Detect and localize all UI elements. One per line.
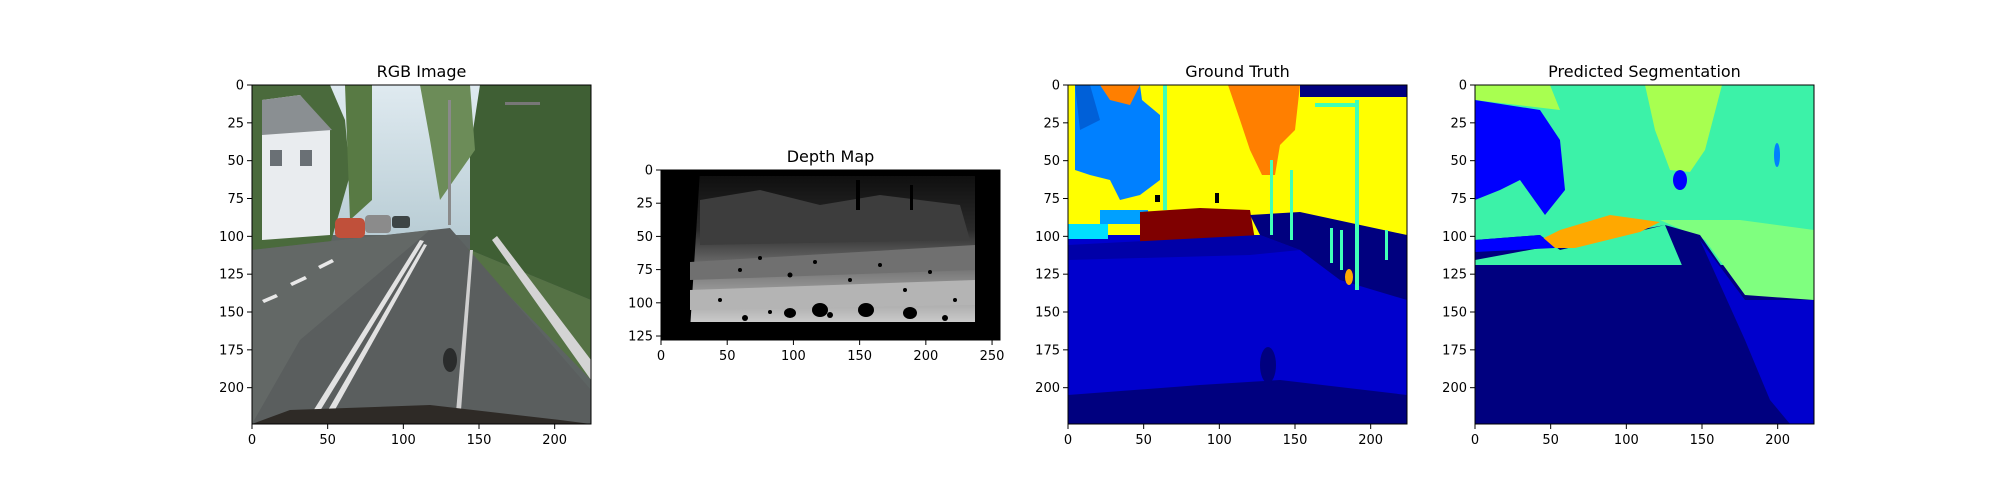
rgb-image-title: RGB Image <box>377 62 467 81</box>
y-tick-label: 125 <box>628 330 653 345</box>
x-tick-label: 50 <box>719 349 736 364</box>
x-tick-label: 50 <box>1542 433 1559 448</box>
y-tick-label: 75 <box>227 192 244 207</box>
ground-truth-title: Ground Truth <box>1185 62 1290 81</box>
y-tick-label: 150 <box>219 306 244 321</box>
gt-car <box>1140 208 1255 246</box>
predicted-segmentation-panel: Predicted Segmentation 0 50 100 150 200 0 25 50… <box>1442 62 1815 449</box>
y-tick-label: 50 <box>636 230 653 245</box>
rgb-image <box>252 85 591 424</box>
y-tick-label: 150 <box>1442 306 1467 321</box>
x-tick-label: 0 <box>657 349 665 364</box>
x-tick-label: 100 <box>1207 433 1232 448</box>
x-tick-label: 150 <box>847 349 872 364</box>
depth-map-image <box>661 170 1000 340</box>
y-tick-label: 125 <box>1442 268 1467 283</box>
y-tick-label: 200 <box>1035 381 1060 396</box>
y-tick-label: 175 <box>1442 343 1467 358</box>
ground-truth-image <box>1068 85 1407 424</box>
y-tick-label: 75 <box>636 263 653 278</box>
depth-map-title: Depth Map <box>787 147 875 166</box>
y-tick-label: 0 <box>1459 79 1467 94</box>
y-tick-label: 50 <box>1450 154 1467 169</box>
x-tick-label: 100 <box>391 433 416 448</box>
x-tick-label: 0 <box>1471 433 1479 448</box>
y-tick-label: 200 <box>1442 381 1467 396</box>
y-tick-label: 150 <box>1035 306 1060 321</box>
y-tick-label: 75 <box>1450 192 1467 207</box>
predicted-segmentation-ticks: 0 50 100 150 200 0 25 50 75 100 125 150 175 200 <box>1442 79 1790 449</box>
car-red <box>335 218 365 238</box>
y-tick-label: 0 <box>236 79 244 94</box>
y-tick-label: 25 <box>227 116 244 131</box>
y-tick-label: 25 <box>1043 116 1060 131</box>
y-tick-label: 175 <box>219 343 244 358</box>
y-tick-label: 0 <box>645 164 653 179</box>
x-tick-label: 50 <box>1135 433 1152 448</box>
x-tick-label: 200 <box>1765 433 1790 448</box>
depth-map-ticks: 0 50 100 150 200 250 0 25 50 75 100 125 <box>628 164 1004 365</box>
x-tick-label: 200 <box>1358 433 1383 448</box>
y-tick-label: 75 <box>1043 192 1060 207</box>
car-grey <box>365 215 391 233</box>
y-tick-label: 125 <box>1035 268 1060 283</box>
y-tick-label: 175 <box>1035 343 1060 358</box>
y-tick-label: 50 <box>1043 154 1060 169</box>
x-tick-label: 150 <box>1690 433 1715 448</box>
depth-map-panel: Depth Map 0 50 100 150 200 250 0 25 50 75 100 125 <box>628 147 1004 364</box>
predicted-segmentation-image <box>1475 85 1814 424</box>
pred-car <box>1540 215 1660 248</box>
y-tick-label: 100 <box>1035 230 1060 245</box>
y-tick-label: 100 <box>219 230 244 245</box>
y-tick-label: 25 <box>1450 116 1467 131</box>
rgb-image-ticks: 0 50 100 150 200 0 25 50 75 100 125 150 175 200 <box>219 79 567 449</box>
x-tick-label: 100 <box>1614 433 1639 448</box>
x-tick-label: 0 <box>248 433 256 448</box>
x-tick-label: 200 <box>542 433 567 448</box>
x-tick-label: 100 <box>781 349 806 364</box>
ground-truth-panel: Ground Truth 0 50 100 150 200 0 25 50 75 100 125 15… <box>1035 62 1408 449</box>
y-tick-label: 100 <box>1442 230 1467 245</box>
y-tick-label: 25 <box>636 197 653 212</box>
ground-truth-ticks: 0 50 100 150 200 0 25 50 75 100 125 150 175 200 <box>1035 79 1383 449</box>
x-tick-label: 150 <box>467 433 492 448</box>
y-tick-label: 200 <box>219 381 244 396</box>
rgb-image-panel: RGB Image 0 50 100 150 200 0 25 50 75 100 125 150 17… <box>219 62 592 449</box>
y-tick-label: 50 <box>227 154 244 169</box>
x-tick-label: 0 <box>1064 433 1072 448</box>
y-tick-label: 0 <box>1052 79 1060 94</box>
x-tick-label: 250 <box>980 349 1005 364</box>
y-tick-label: 100 <box>628 296 653 311</box>
predicted-segmentation-title: Predicted Segmentation <box>1548 62 1741 81</box>
x-tick-label: 50 <box>319 433 336 448</box>
x-tick-label: 150 <box>1283 433 1308 448</box>
y-tick-label: 125 <box>219 268 244 283</box>
x-tick-label: 200 <box>913 349 938 364</box>
